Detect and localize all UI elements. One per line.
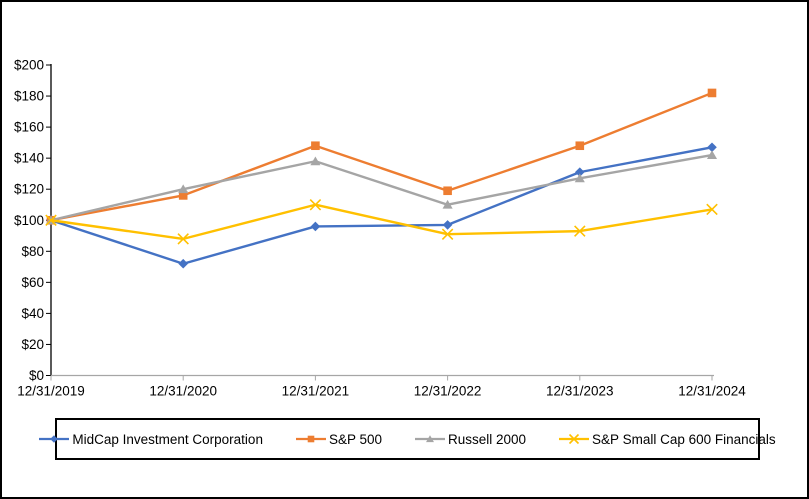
x-axis-tick-label: 12/31/2023: [546, 384, 614, 399]
series-line: [49, 203, 714, 241]
series-line: [49, 146, 714, 265]
data-point-marker: [309, 198, 322, 211]
data-point-marker: [707, 142, 717, 153]
y-axis-tick-label: $20: [21, 337, 44, 352]
legend-label-sp500: S&P 500: [328, 431, 382, 447]
russell2000-legend-marker-icon: [415, 435, 445, 443]
legend-item-russell2000: Russell 2000: [415, 432, 526, 447]
data-point-marker: [178, 184, 189, 194]
legend-label-sp-smallcap600-financials: S&P Small Cap 600 Financials: [592, 431, 776, 447]
y-axis-tick-label: $140: [14, 151, 44, 166]
data-point-marker: [575, 141, 585, 151]
chart-legend: MidCap Investment Corporation S&P 500 Ru…: [39, 418, 776, 460]
data-point-marker: [45, 214, 57, 227]
series-line: [49, 91, 714, 222]
data-point-marker: [442, 199, 453, 209]
data-point-marker: [574, 225, 586, 237]
x-axis-tick-label: 12/31/2019: [17, 384, 85, 399]
x-axis-tick-label: 12/31/2020: [149, 384, 217, 399]
data-point-marker: [178, 191, 188, 200]
data-point-marker: [310, 156, 321, 166]
y-axis-tick-label: $200: [14, 58, 44, 73]
legend-item-sp-smallcap600-financials: S&P Small Cap 600 Financials: [559, 432, 776, 447]
data-point-marker: [442, 220, 453, 230]
data-point-marker: [178, 258, 188, 269]
y-axis-tick-label: $0: [29, 368, 44, 383]
legend-label-midcap: MidCap Investment Corporation: [72, 431, 263, 447]
sp-smallcap600-financials-legend-marker-icon: [559, 433, 590, 445]
y-axis-tick-label: $120: [14, 182, 44, 197]
data-point-marker: [441, 228, 454, 240]
data-point-marker: [707, 88, 717, 98]
y-axis-tick-label: $80: [21, 244, 44, 259]
y-axis-tick-label: $40: [21, 306, 44, 321]
data-point-marker: [706, 150, 718, 159]
x-axis-tick-label: 12/31/2024: [678, 384, 746, 399]
series-4: [45, 198, 718, 245]
data-point-marker: [307, 435, 315, 443]
data-point-marker: [311, 141, 320, 151]
series-2: [46, 88, 717, 225]
data-point-marker: [574, 173, 585, 183]
y-axis-tick-label: $60: [21, 275, 44, 290]
y-axis-tick-label: $160: [14, 120, 44, 135]
data-point-marker: [50, 435, 59, 443]
data-point-marker: [426, 435, 434, 443]
x-axis-tick-label: 12/31/2022: [414, 384, 482, 399]
data-point-marker: [310, 221, 321, 232]
y-axis-tick-label: $100: [14, 213, 44, 228]
legend-label-russell2000: Russell 2000: [448, 431, 527, 447]
data-point-marker: [575, 167, 585, 177]
y-axis-tick-label: $180: [14, 89, 44, 104]
series-line: [49, 153, 714, 222]
data-point-marker: [706, 203, 718, 216]
legend-item-sp500: S&P 500: [295, 431, 382, 447]
sp500-legend-marker-icon: [295, 435, 326, 443]
x-axis-tick-label: 12/31/2021: [282, 384, 350, 399]
series-3: [45, 150, 718, 225]
data-point-marker: [568, 433, 580, 445]
data-point-marker: [177, 233, 189, 245]
midcap-legend-marker-icon: [39, 435, 70, 443]
series-1: [46, 142, 717, 269]
data-point-marker: [443, 186, 452, 196]
legend-item-midcap: MidCap Investment Corporation: [39, 432, 263, 447]
